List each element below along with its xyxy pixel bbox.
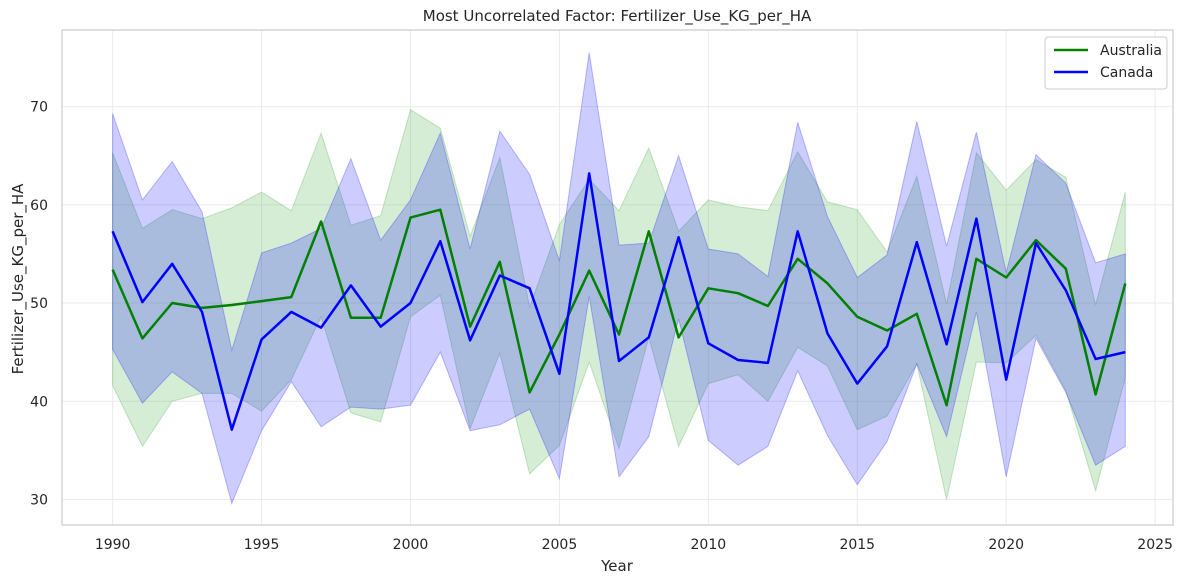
- y-axis-label: Fertilizer_Use_KG_per_HA: [9, 183, 28, 375]
- x-tick-2025: 2025: [1137, 537, 1173, 553]
- line-australia: [111, 208, 1127, 407]
- y-tick-30: 30: [30, 492, 48, 508]
- x-tick-1995: 1995: [244, 537, 280, 553]
- y-tick-labels: 30 40 50 60 70: [30, 100, 48, 509]
- x-tick-2020: 2020: [988, 537, 1024, 553]
- plot-frame: [61, 29, 1174, 526]
- band-australia: [112, 108, 1126, 500]
- y-tick-60: 60: [30, 198, 48, 214]
- x-tick-2010: 2010: [691, 537, 727, 553]
- legend: Australia Canada: [1044, 36, 1168, 90]
- x-tick-labels: 1990 1995 2000 2005 2010 2015 2020 2025: [95, 537, 1173, 553]
- line-canada: [111, 172, 1126, 431]
- x-tick-2005: 2005: [542, 537, 578, 553]
- series-lines: [111, 172, 1127, 431]
- x-tick-2000: 2000: [393, 537, 429, 553]
- x-tick-1990: 1990: [95, 537, 131, 553]
- confidence-bands: [112, 52, 1126, 505]
- band-canada: [112, 52, 1126, 505]
- x-tick-2015: 2015: [839, 537, 875, 553]
- y-tick-70: 70: [30, 100, 48, 116]
- y-tick-40: 40: [30, 394, 48, 410]
- y-tick-50: 50: [30, 296, 48, 312]
- legend-label-canada: Canada: [1100, 65, 1153, 81]
- legend-label-australia: Australia: [1100, 43, 1162, 59]
- chart-title: Most Uncorrelated Factor: Fertilizer_Use…: [423, 7, 812, 26]
- x-axis-label: Year: [600, 557, 634, 575]
